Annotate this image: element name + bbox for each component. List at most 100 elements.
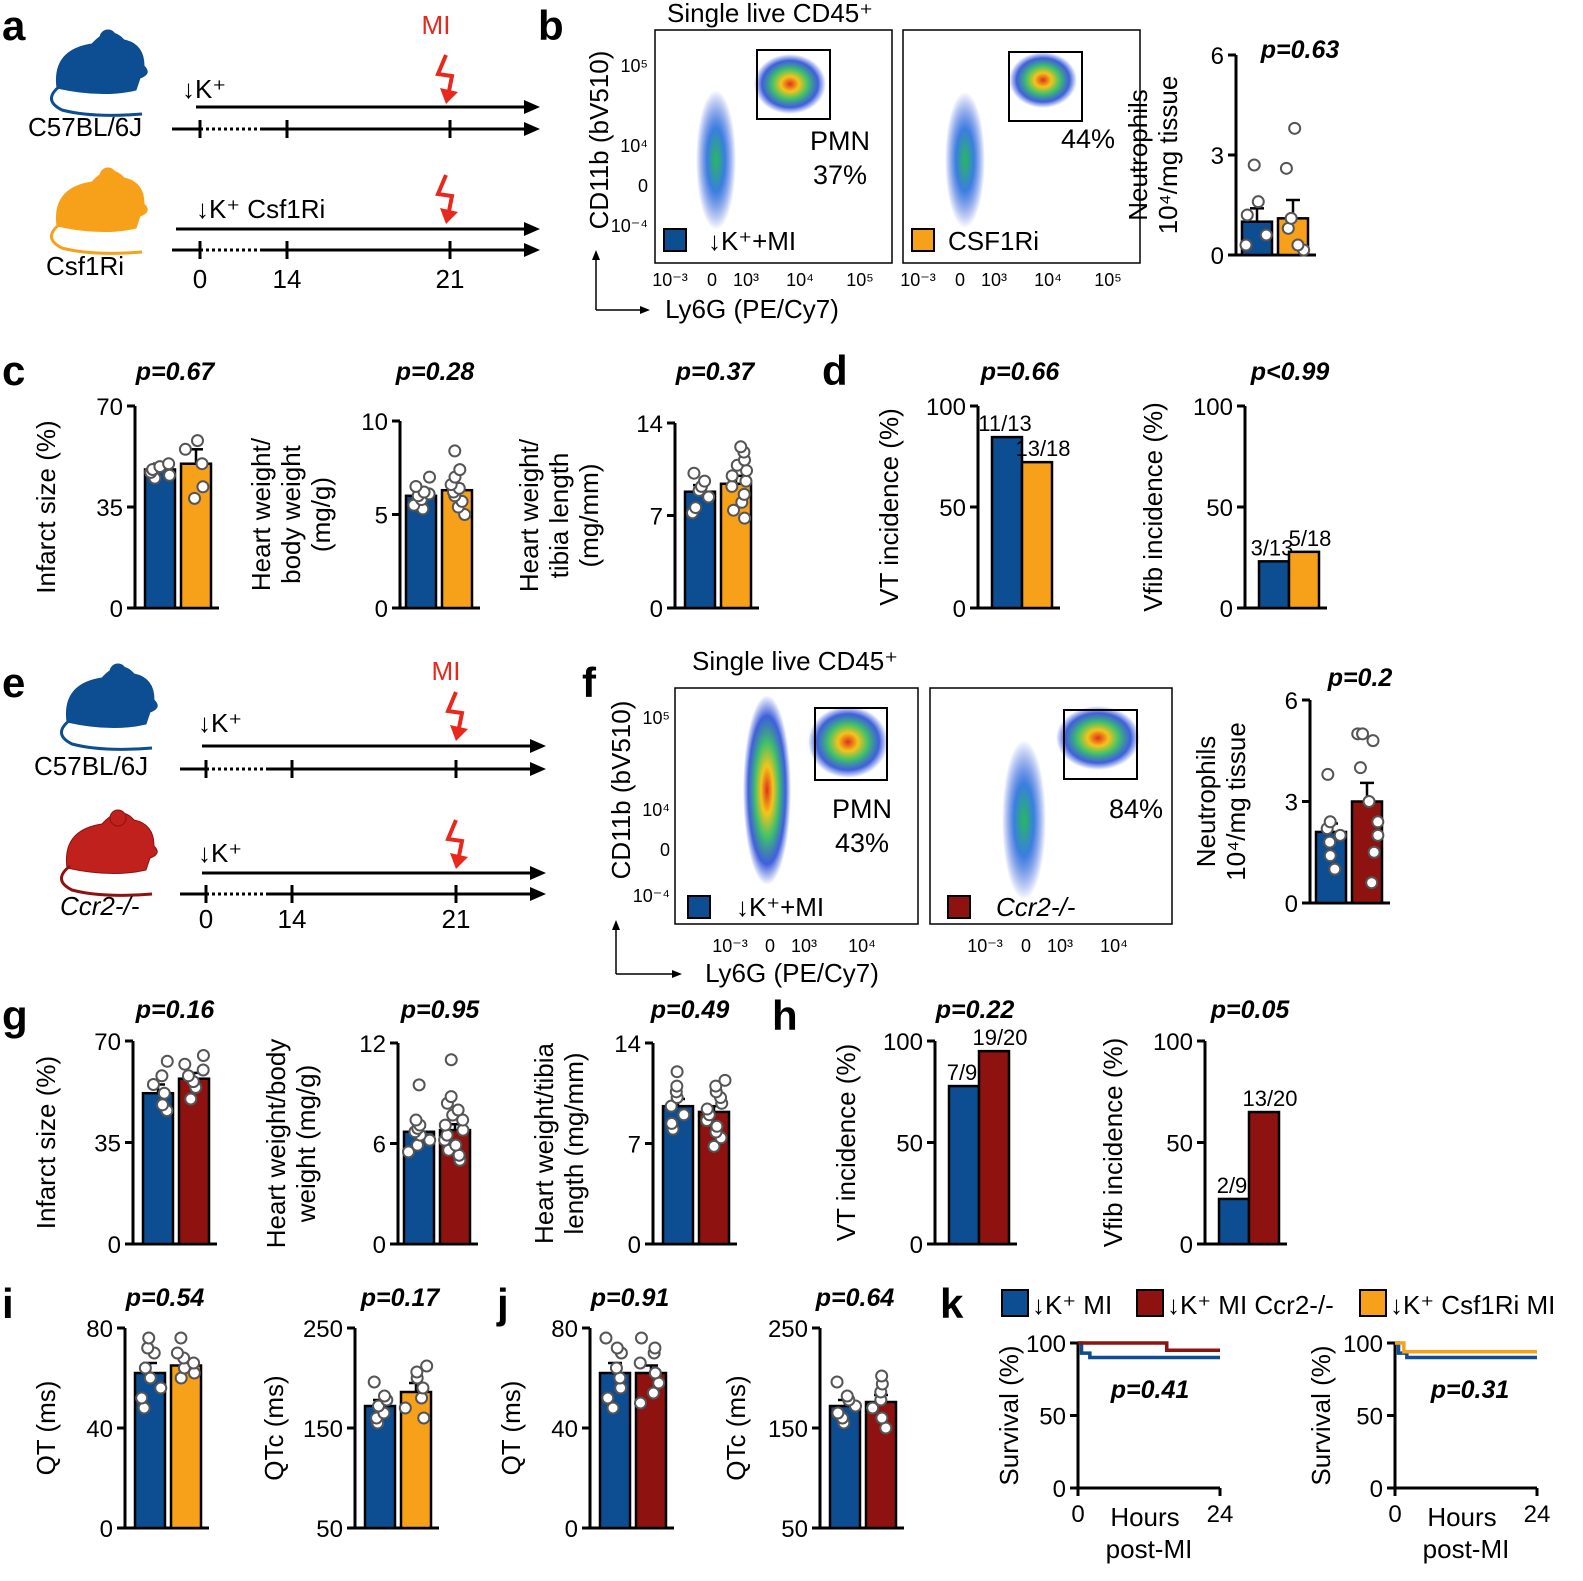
xtick: 10⁻³ [712, 936, 748, 956]
data-point [670, 1079, 684, 1093]
y-tick-label: 50 [1039, 1404, 1066, 1431]
p-value: p=0.67 [135, 358, 216, 386]
y-axis-label: body weight [276, 444, 306, 584]
y-tick-label: 7 [650, 504, 663, 531]
data-point [634, 1396, 648, 1410]
xtick: 0 [955, 270, 965, 290]
data-point [1247, 158, 1261, 172]
y-axis-label: VT incidence (%) [831, 1044, 861, 1242]
data-point [606, 1401, 620, 1415]
data-point [1365, 876, 1379, 890]
p-value: p=0.37 [675, 358, 756, 386]
y-axis-label: Heart weight/tibia [529, 1043, 559, 1244]
data-point [181, 1069, 195, 1083]
data-point [1328, 862, 1342, 876]
y-tick-label: 100 [926, 394, 966, 421]
chart-j2: 50 150 250 QTc (ms) p=0.64 [721, 1284, 904, 1543]
y-axis-label: Vfib incidence (%) [1098, 1038, 1128, 1248]
bar-label: 11/13 [978, 411, 1031, 436]
data-point [191, 434, 205, 448]
y-tick-label: 50 [316, 1516, 343, 1543]
y-axis-label: Infarct size (%) [31, 1056, 61, 1229]
data-point [1323, 835, 1337, 849]
p-value: p=0.64 [815, 1284, 895, 1312]
survival-line-1 [1078, 1341, 1220, 1352]
y-tick-label: 100 [1026, 1331, 1066, 1358]
strain-label-e2: Ccr2-/- [60, 891, 140, 921]
data-point [725, 469, 739, 483]
data-point [1321, 767, 1335, 781]
data-point [187, 1356, 201, 1370]
flow-xlabel-f: Ly6G (PE/Cy7) [705, 958, 879, 988]
chart-c3: 0 7 14 Heart weight/tibia length (mg/mm) p=0.… [514, 358, 759, 623]
data-point [423, 470, 437, 484]
ytick: 10⁴ [642, 800, 670, 820]
y-tick-label: 80 [86, 1316, 113, 1343]
bar-1 [1020, 460, 1054, 610]
data-point [448, 444, 462, 458]
data-point [155, 1069, 169, 1083]
chart-g3: 0 7 14 Heart weight/tibia length (mg/mm) p=0.… [529, 996, 737, 1259]
p-value: p=0.41 [1110, 1376, 1190, 1404]
data-point [831, 1406, 845, 1420]
legend-f1: ↓K⁺+MI [736, 892, 824, 922]
y-axis-label: QT (ms) [31, 1381, 61, 1476]
data-point [670, 1065, 684, 1079]
legend-b1: ↓K⁺+MI [708, 226, 796, 256]
p-value: p=0.31 [1430, 1376, 1510, 1404]
y-tick-label: 50 [1166, 1131, 1193, 1158]
xtick: 10³ [733, 270, 759, 290]
y-axis-label: QTc (ms) [259, 1375, 289, 1480]
legend-f2: Ccr2-/- [996, 892, 1076, 922]
xtick: 0 [707, 270, 717, 290]
p-value: p=0.17 [360, 1284, 441, 1312]
y-tick-label: 0 [1285, 891, 1298, 918]
data-point [709, 1079, 723, 1093]
p-value: p=0.2 [1327, 664, 1393, 692]
panel-label-e: e [2, 659, 25, 706]
y-tick-label: 100 [1193, 394, 1233, 421]
data-point [1279, 161, 1293, 175]
data-point [163, 468, 177, 482]
xtick: 10³ [791, 936, 817, 956]
ytick: 10⁵ [643, 708, 670, 728]
day-14-e: 14 [278, 904, 307, 934]
y-axis-label: tibia length [544, 453, 574, 579]
panel-label-h: h [772, 992, 798, 1039]
data-point [157, 1086, 171, 1100]
panel-label-f: f [582, 659, 597, 706]
treat-label-e2: ↓K⁺ [198, 838, 242, 868]
data-point [1240, 208, 1254, 222]
y-tick-label: 0 [373, 1232, 386, 1259]
y-tick-label: 6 [1285, 688, 1298, 715]
xtick: 10⁻³ [900, 270, 936, 290]
data-point [420, 1359, 434, 1373]
panel-label-i: i [2, 1280, 14, 1327]
data-point [377, 1389, 391, 1403]
data-point [1239, 238, 1253, 252]
y-tick-label: 0 [1370, 1476, 1383, 1503]
p-value: p=0.16 [135, 996, 216, 1024]
x-tick-label: 24 [1524, 1501, 1551, 1528]
day-14-a: 14 [273, 264, 302, 294]
panel-label-d: d [822, 347, 848, 394]
data-point [444, 1053, 458, 1067]
y-tick-label: 5 [375, 503, 388, 530]
y-axis-label: (mg/g) [306, 477, 336, 552]
data-point [416, 1381, 430, 1395]
x-tick-label: 0 [1388, 1501, 1401, 1528]
data-point [178, 1057, 192, 1071]
p-value: p=0.66 [980, 358, 1061, 386]
y-tick-label: 35 [94, 1131, 121, 1158]
data-point [664, 1099, 678, 1113]
p-value: p=0.95 [400, 996, 481, 1024]
chart-i2: 50 150 250 QTc (ms) p=0.17 [259, 1284, 440, 1543]
panel-label-b: b [538, 2, 564, 49]
panel-label-k: k [940, 1280, 964, 1327]
data-point [1291, 238, 1305, 252]
y-tick-label: 50 [896, 1131, 923, 1158]
lightning-icon [445, 691, 465, 734]
y-axis-label: Heart weight/ [514, 438, 544, 592]
